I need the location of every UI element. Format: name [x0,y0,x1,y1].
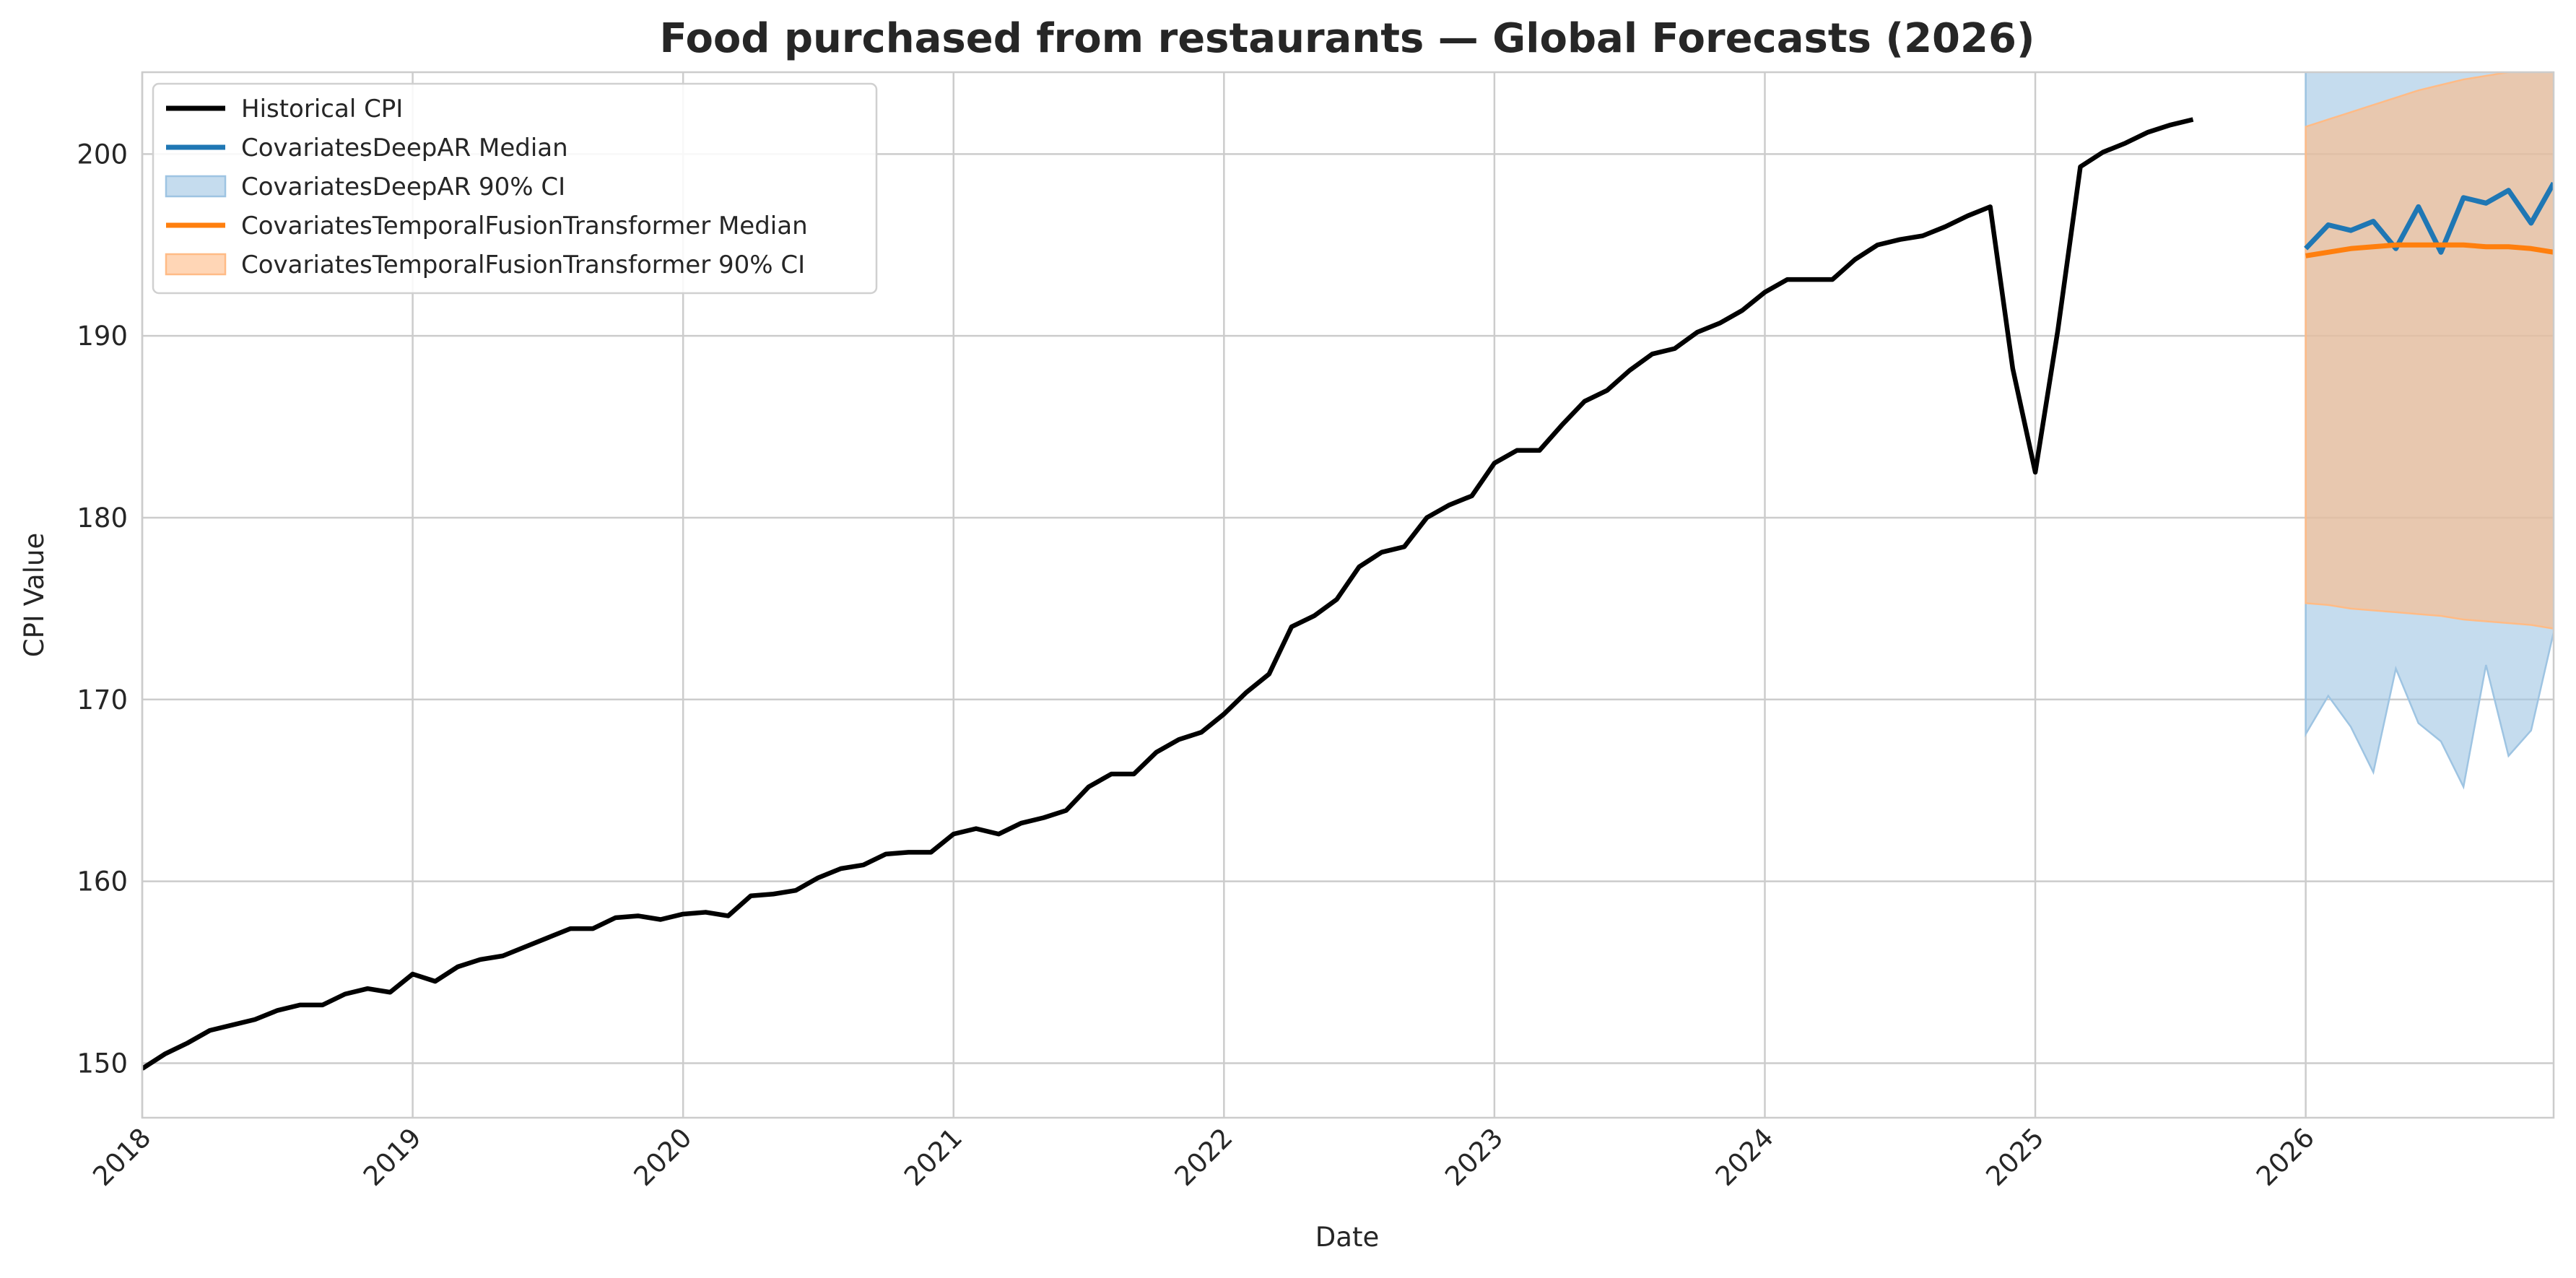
plot-frame [141,71,2555,1119]
median-line-0 [2304,181,2554,255]
y-tick-label: 190 [77,321,128,352]
chart-title: Food purchased from restaurants — Global… [659,15,2035,62]
legend: Historical CPI CovariatesDeepAR Median Cov… [152,82,878,295]
x-axis-label: Date [1315,1222,1379,1253]
legend-label: CovariatesTemporalFusionTransformer Medi… [241,212,808,240]
plot-area [142,72,2554,1071]
y-tick-label: 180 [77,503,128,534]
legend-label: Historical CPI [241,95,403,123]
y-tick-label: 160 [77,866,128,897]
legend-swatch-patch [165,175,227,198]
legend-label: CovariatesDeepAR Median [241,134,568,162]
legend-swatch-patch [165,253,227,276]
legend-label: CovariatesDeepAR 90% CI [241,173,565,201]
historical-cpi-line [142,117,2194,1071]
y-tick-label: 170 [77,684,128,716]
y-tick-label: 150 [77,1048,128,1079]
y-axis-label: CPI Value [19,533,50,657]
legend-box [152,82,878,295]
median-line-1 [2305,242,2554,258]
ci-band-1 [2305,72,2554,630]
y-tick-label: 200 [77,139,128,170]
legend-label: CovariatesTemporalFusionTransformer 90% … [241,251,805,279]
